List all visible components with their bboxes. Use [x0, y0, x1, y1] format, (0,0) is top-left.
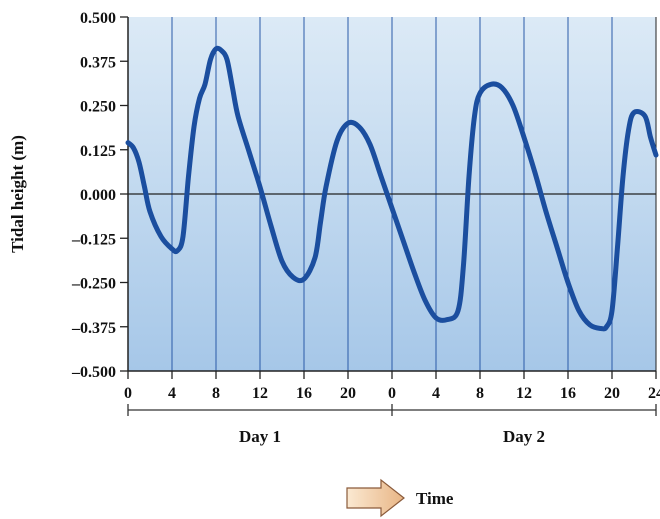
x-tick-label: 24	[648, 385, 660, 402]
y-tick-label: 0.000	[80, 187, 116, 204]
x-tick-label: 4	[168, 385, 176, 402]
x-tick-label: 20	[340, 385, 356, 402]
y-axis-ticks: 0.500 0.375 0.250 0.125 0.000 –0.125 –0.250 –0.…	[71, 10, 128, 381]
x-tick-label: 8	[212, 385, 220, 402]
tidal-height-series-line	[125, 45, 659, 332]
x-tick-label: 4	[432, 385, 440, 402]
x-tick-label: 16	[560, 385, 576, 402]
time-label: Time	[416, 489, 454, 508]
right-arrow-icon	[346, 478, 405, 518]
x-axis-ticks: 0 4 8 12 16 20 0 4 8 12 16 20 24	[124, 371, 660, 402]
y-tick-label: 0.375	[80, 54, 116, 71]
x-tick-label: 0	[124, 385, 132, 402]
y-tick-label: –0.125	[71, 231, 116, 248]
y-tick-label: 0.250	[80, 99, 116, 116]
y-tick-label: –0.375	[71, 320, 116, 337]
x-tick-label: 12	[516, 385, 532, 402]
y-tick-label: 0.500	[80, 10, 116, 27]
y-tick-label: 0.125	[80, 143, 116, 160]
day-bracket	[127, 404, 657, 416]
y-tick-label: –0.500	[71, 364, 116, 381]
x-tick-label: 0	[388, 385, 396, 402]
y-axis-label: Tidal height (m)	[8, 135, 27, 253]
y-tick-label: –0.250	[71, 276, 116, 293]
x-tick-label: 20	[604, 385, 620, 402]
day-2-label: Day 2	[503, 427, 545, 446]
x-tick-label: 12	[252, 385, 268, 402]
day-1-label: Day 1	[239, 427, 281, 446]
x-tick-label: 8	[476, 385, 484, 402]
x-tick-label: 16	[296, 385, 312, 402]
